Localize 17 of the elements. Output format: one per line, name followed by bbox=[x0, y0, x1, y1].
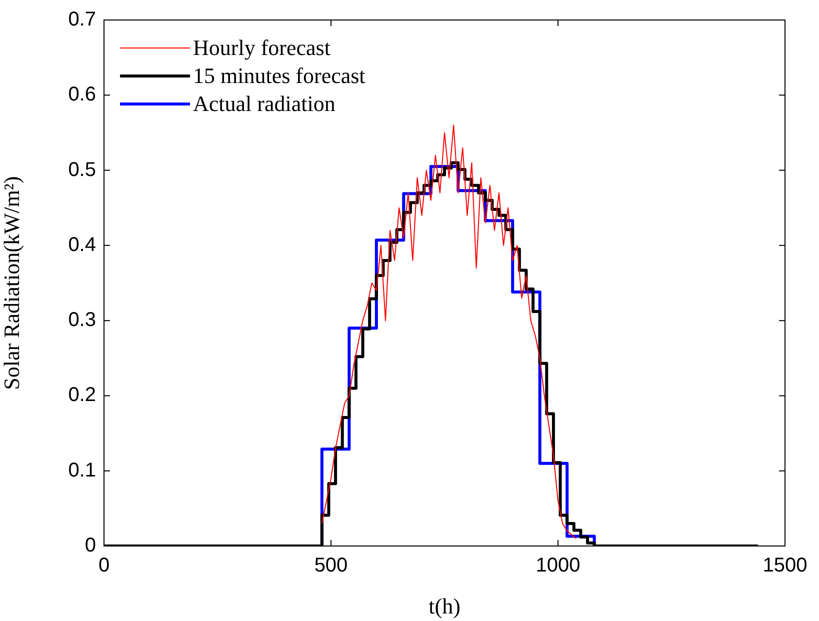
x-tick-label: 0 bbox=[98, 554, 110, 577]
x-tick-label: 1000 bbox=[536, 554, 580, 577]
legend-label: Actual radiation bbox=[193, 90, 336, 116]
x-tick-label: 1500 bbox=[762, 554, 808, 577]
y-tick-label: 0.1 bbox=[68, 459, 96, 482]
y-tick-label: 0.4 bbox=[68, 234, 96, 256]
y-tick-label: 0.7 bbox=[68, 8, 96, 31]
x-tick-label: 500 bbox=[314, 554, 348, 577]
y-tick-label: 0.2 bbox=[68, 384, 96, 406]
x-axis-title: t(h) bbox=[428, 594, 460, 619]
legend-label: Hourly forecast bbox=[193, 34, 330, 60]
y-tick-label: 0.3 bbox=[68, 309, 96, 332]
legend-label: 15 minutes forecast bbox=[193, 62, 366, 88]
y-tick-label: 0.5 bbox=[68, 158, 96, 181]
y-tick-label: 0.6 bbox=[68, 84, 96, 106]
y-axis-title: Solar Radiation(kW/m²) bbox=[0, 176, 24, 390]
y-tick-label: 0 bbox=[84, 534, 96, 557]
